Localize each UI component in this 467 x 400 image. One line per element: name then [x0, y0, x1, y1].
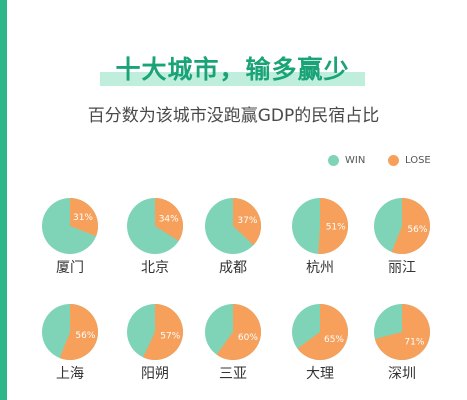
pie-value-label: 56% [407, 225, 427, 235]
city-label: 上海 [56, 366, 84, 382]
pie-value-label: 71% [404, 338, 424, 348]
pie-6: 56% 上海 [42, 304, 99, 382]
pie-1: 31% 厦门 [42, 198, 98, 276]
legend-item-win: WIN [328, 153, 365, 167]
pie-value-label: 37% [237, 216, 257, 226]
city-label: 成都 [219, 260, 247, 276]
pie-slice-lose [216, 304, 262, 360]
pie-value-label: 31% [73, 213, 93, 223]
legend-label-lose: LOSE [405, 154, 431, 166]
pie-9: 65% 大理 [292, 304, 349, 382]
chart-title: 十大城市，输多赢少 [115, 55, 350, 84]
legend-item-lose: LOSE [388, 153, 431, 167]
pie-value-label: 65% [324, 335, 344, 345]
city-label: 厦门 [56, 260, 84, 276]
pie-slice-lose [297, 304, 349, 360]
pie-5: 56% 丽江 [374, 198, 431, 276]
chart-subtitle: 百分数为该城市没跑赢GDP的民宿占比 [87, 106, 380, 126]
pie-2: 34% 北京 [127, 198, 183, 276]
legend-label-win: WIN [345, 154, 366, 166]
city-label: 大理 [306, 366, 334, 382]
city-label: 深圳 [388, 366, 416, 382]
pie-value-label: 57% [160, 331, 180, 341]
pie-slice-lose [391, 198, 431, 254]
pie-3: 37% 成都 [205, 198, 262, 276]
pie-slice-lose [155, 198, 183, 241]
city-label: 北京 [141, 260, 169, 276]
city-label: 三亚 [219, 366, 247, 382]
pie-value-label: 51% [326, 223, 346, 233]
title-highlight [100, 72, 365, 86]
pie-slice-lose [59, 304, 99, 360]
legend-swatch-lose [388, 154, 399, 166]
pie-slice-lose [318, 197, 349, 254]
pie-slice-lose [143, 304, 183, 360]
pie-value-label: 56% [75, 331, 95, 341]
city-label: 杭州 [306, 260, 334, 276]
pie-4: 51% 杭州 [292, 197, 349, 276]
legend-swatch-win [328, 154, 339, 166]
pie-10: 71% 深圳 [374, 304, 431, 382]
pie-slice-lose [70, 198, 98, 237]
pie-slice-lose [233, 198, 262, 246]
pie-8: 60% 三亚 [205, 304, 262, 382]
title-block: 十大城市，输多赢少 [100, 50, 365, 88]
left-accent-strip [0, 0, 7, 400]
city-label: 丽江 [388, 260, 416, 276]
pie-7: 57% 阳朔 [127, 304, 183, 382]
pie-value-label: 34% [159, 214, 179, 224]
pie-slice-lose [374, 304, 431, 361]
pie-value-label: 60% [238, 333, 258, 343]
city-label: 阳朔 [141, 366, 169, 382]
